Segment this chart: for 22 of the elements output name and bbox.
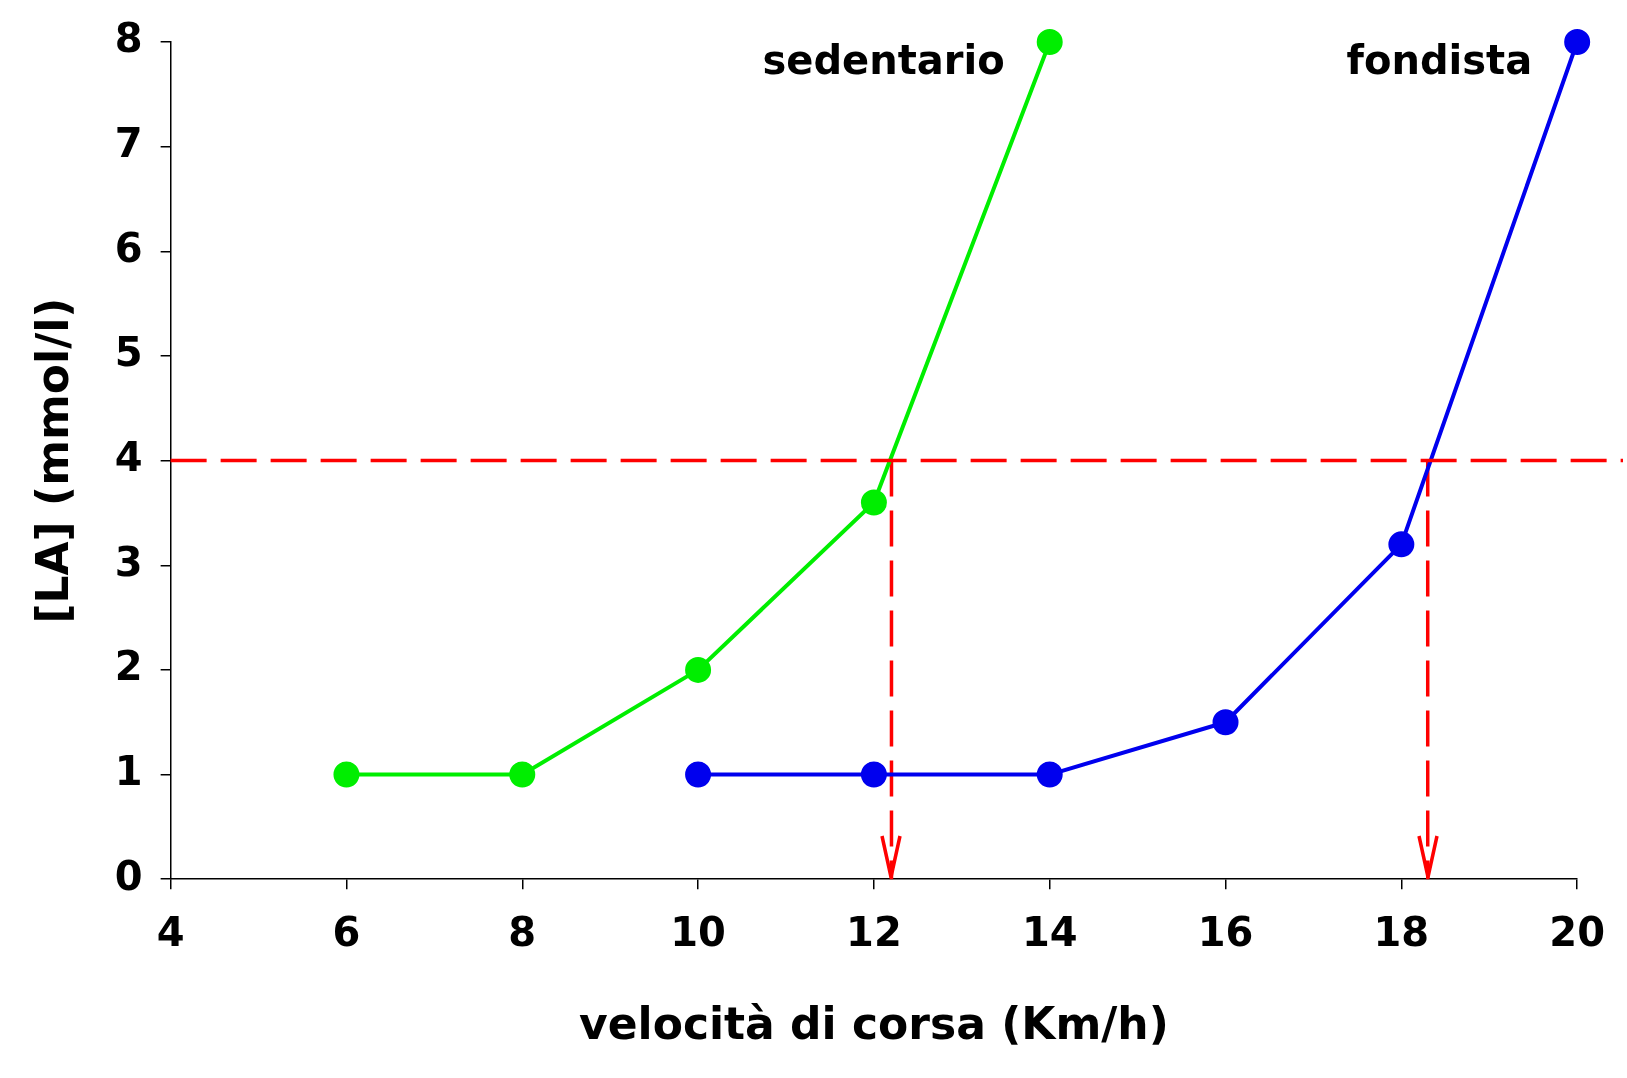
x-axis-title: velocità di corsa (Km/h) [579,998,1169,1050]
y-tick-label: 8 [114,15,143,62]
x-tick-label: 16 [1197,908,1254,955]
x-tick-label: 10 [670,908,726,955]
y-tick-label: 3 [114,538,143,585]
y-tick-label: 4 [114,433,143,480]
x-tick-label: 20 [1549,908,1605,955]
y-tick-label: 1 [114,747,143,794]
y-tick-label: 7 [114,120,143,167]
series-label: sedentario [762,37,1005,84]
series-label: fondista [1346,37,1533,84]
y-axis-title: [LA] (mmol/l) [26,297,78,624]
x-tick-label: 18 [1373,908,1430,955]
y-tick-label: 0 [114,852,143,899]
x-tick-label: 14 [1021,908,1078,955]
y-tick-label: 6 [114,224,143,271]
y-tick-label: 2 [114,643,143,690]
x-tick-label: 8 [508,908,537,955]
x-tick-label: 6 [332,908,361,955]
y-tick-label: 5 [114,329,143,376]
x-tick-label: 12 [846,908,902,955]
x-tick-label: 4 [156,908,185,955]
